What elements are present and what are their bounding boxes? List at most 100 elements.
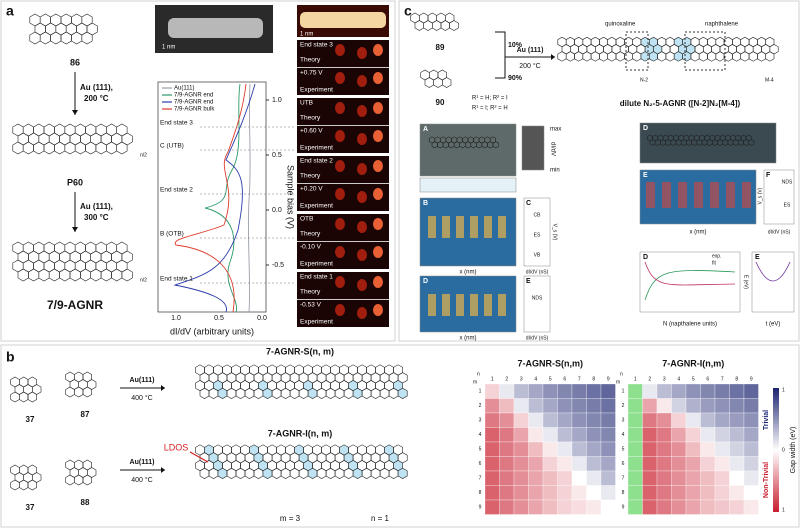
heatmap-cell [729, 427, 745, 443]
hexagon [316, 467, 327, 479]
heatmap-cell [571, 485, 587, 501]
hexagon [74, 386, 84, 398]
x-tick-label: 0.0 [257, 315, 267, 322]
dashed-box [625, 31, 649, 71]
label: E [526, 278, 531, 285]
hexagon [28, 268, 40, 282]
label: 200 °C [519, 62, 540, 70]
map-blob [373, 102, 383, 114]
heatmap-cell [528, 383, 544, 399]
compound-label: 88 [81, 498, 90, 507]
map-bias: -0.53 V [300, 302, 322, 309]
map-blob [335, 276, 345, 288]
heatmap-cell [627, 427, 643, 443]
hexagon [607, 51, 617, 62]
hexagon [199, 467, 210, 479]
heatmap-cell [600, 470, 616, 486]
hexagon [280, 387, 291, 399]
hexagon [370, 387, 381, 399]
hexagon [208, 467, 219, 479]
heatmap-cell [642, 441, 658, 457]
hexagon [111, 268, 123, 282]
compound-label: 7/9-AGNR [47, 298, 103, 312]
hexagon [648, 51, 658, 62]
heatmap-cell [484, 412, 500, 428]
heatmap-cell [586, 470, 602, 486]
hexagon [100, 268, 112, 282]
panel-a-frame [0, 0, 396, 342]
hexagon [235, 467, 246, 479]
heatmap-cell [671, 470, 687, 486]
heatmap-cell [671, 412, 687, 428]
heatmap-cell [542, 485, 558, 501]
m-tick-label: 6 [479, 461, 482, 467]
hexagon [343, 467, 354, 479]
heatmap-cell [513, 427, 529, 443]
heatmap-cell [642, 383, 658, 399]
spectrum-curve [173, 83, 256, 313]
label: 400 °C [131, 394, 152, 402]
heatmap-cell [729, 441, 745, 457]
heatmap-cell [714, 398, 730, 414]
heatmap-cell [571, 499, 587, 515]
label: Au(111) [130, 377, 155, 384]
hexagon [449, 20, 459, 31]
heatmap-cell [685, 456, 701, 472]
heatmap-cell [484, 456, 500, 472]
arrow-head [72, 227, 78, 232]
heatmap-cell [484, 499, 500, 515]
hexagon [262, 467, 273, 479]
map-stripe [484, 216, 492, 238]
panel-c-frame [398, 0, 800, 342]
heatmap-cell [627, 456, 643, 472]
hexagon [12, 141, 24, 155]
label: D [423, 278, 428, 285]
state-label: End state 3 [160, 120, 193, 127]
hexagon [262, 387, 273, 399]
m-tick-label: 7 [622, 476, 625, 482]
y-tick-label: -0.5 [272, 262, 284, 269]
hexagon [60, 31, 72, 45]
hexagon [85, 141, 97, 155]
heatmap-cell [714, 456, 730, 472]
heatmap-cell [586, 383, 602, 399]
hexagon [492, 141, 499, 149]
heatmap-cell [743, 499, 759, 515]
heatmap-cell [542, 412, 558, 428]
hexagon [397, 467, 408, 479]
hexagon [599, 51, 609, 62]
label: C [526, 200, 531, 207]
label: R¹ = I; R² = H [472, 106, 508, 112]
heatmap-cell [700, 383, 716, 399]
panel-label: c [404, 3, 412, 19]
heatmap-cell [671, 499, 687, 515]
hexagon [217, 387, 228, 399]
heatmap-cell [513, 398, 529, 414]
label: NDS [782, 179, 793, 185]
state-label: B (OTB) [160, 231, 184, 238]
heatmap-cell [542, 470, 558, 486]
label: dI/dV (nS) [526, 269, 549, 275]
hexagon [90, 268, 102, 282]
n-tick-label: 4 [534, 376, 537, 382]
heatmap-cell [685, 383, 701, 399]
heatmap-cell [542, 499, 558, 515]
n-tick-label: 7 [578, 376, 581, 382]
compound-label: 90 [436, 98, 445, 107]
product-label: dilute N₂-5-AGNR ([N-2]N₂[M-4]) [620, 99, 741, 108]
label: NDS [532, 295, 543, 301]
x-tick-label: 1.0 [171, 315, 181, 322]
heatmap-cell [542, 427, 558, 443]
label: quinoxaline [605, 22, 636, 28]
heatmap-cell [528, 441, 544, 457]
heatmap-cell [714, 499, 730, 515]
hexagon [22, 141, 34, 155]
map-title: End state 1 [300, 274, 333, 281]
heatmap-cell [586, 412, 602, 428]
hexagon [29, 31, 41, 45]
map-bias: +0.60 V [300, 128, 323, 135]
map-separator [297, 299, 389, 300]
heatmap-cell [685, 499, 701, 515]
heatmap-cell [484, 441, 500, 457]
